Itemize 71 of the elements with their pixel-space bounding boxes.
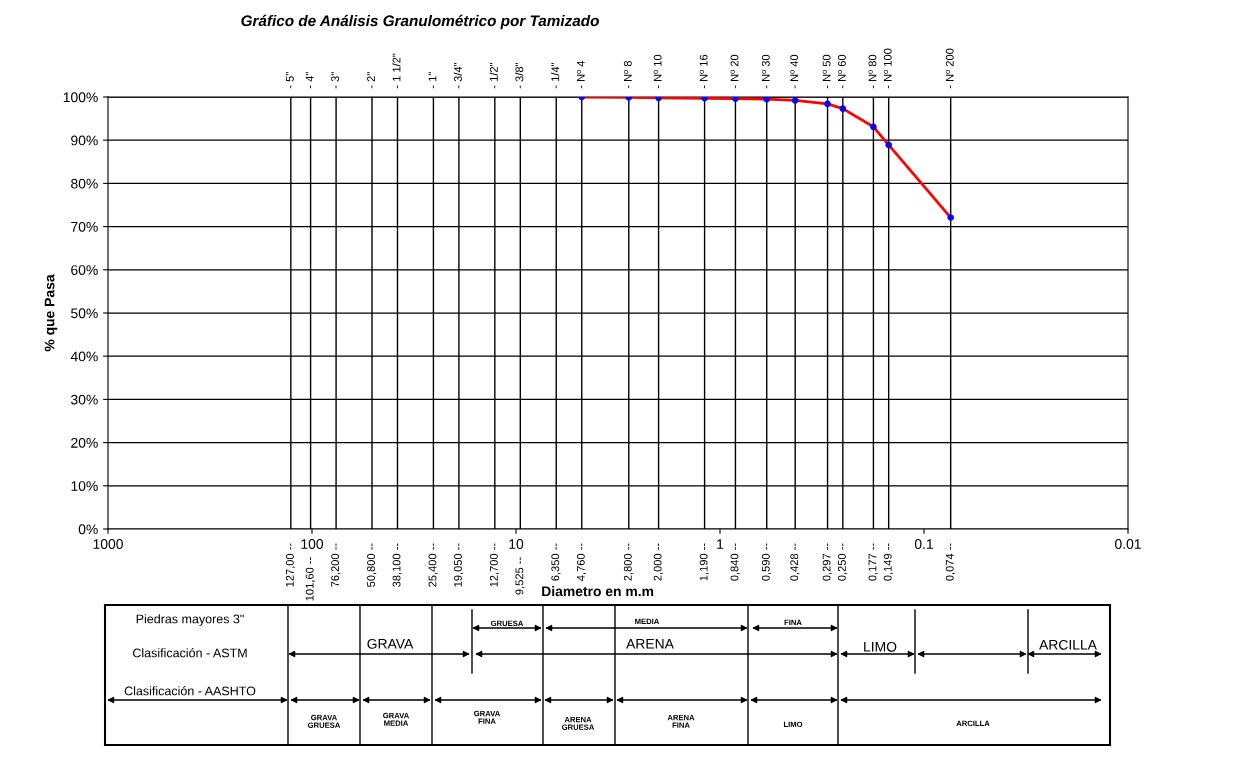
y-tick-label: 60% — [71, 265, 98, 275]
x-tick-label: 100 — [301, 539, 324, 549]
x-tick-label: 10 — [509, 539, 524, 549]
ref-line-label: 0,074 -- — [945, 543, 955, 581]
chart-title: Gráfico de Análisis Granulométrico por Tamizado — [241, 14, 599, 30]
y-tick-label: 70% — [71, 221, 98, 232]
y-tick-label: 50% — [71, 308, 98, 319]
annotation: - Nº 4 — [576, 60, 585, 89]
annotation: - Nº 200 — [945, 48, 954, 89]
x-axis-title: Diametro en m.m — [542, 586, 654, 597]
ref-line-label: 4,760 -- — [576, 543, 587, 581]
ref-line-label: 76,200 -- — [331, 543, 341, 587]
ref-line-label: 0,297 -- — [822, 543, 832, 581]
annotation: - 3/4" — [453, 62, 462, 89]
annotation: - Nº 8 — [623, 61, 632, 89]
annotation: - Nº 10 — [653, 54, 662, 89]
x-tick-label: 0.01 — [1115, 539, 1141, 549]
ref-line-label: 0,177 -- — [868, 543, 878, 581]
x-tick-label: 0.1 — [914, 539, 933, 549]
y-tick-label: 20% — [71, 437, 98, 448]
ref-line-label: 0,250 -- — [837, 543, 848, 581]
ref-line-label: 0,149 -- — [883, 543, 893, 581]
annotation: - Nº 40 — [790, 54, 799, 89]
ref-line-label: 9,525 -- — [515, 557, 525, 595]
ref-line-label: 1,190 -- — [699, 543, 709, 581]
annotation: - Nº 50 — [822, 54, 831, 89]
annotation: - 3/8" — [515, 62, 524, 89]
ref-line-label: 50,800 -- — [367, 543, 377, 587]
y-axis-title: % que Pasa — [44, 274, 58, 352]
annotation: - 1 1/2" — [392, 53, 401, 89]
ref-line-label: 38,100 -- — [392, 543, 402, 587]
ref-line-label: 127,00 -- — [285, 543, 296, 587]
text: Clasificación - ASTM — [132, 648, 247, 658]
y-tick-label: 100% — [63, 92, 98, 103]
text: ARENA — [626, 639, 674, 649]
annotation: - Nº 60 — [837, 54, 846, 89]
annotation: - 2" — [367, 72, 375, 89]
ref-line-label: 0,840 -- — [730, 543, 740, 581]
ref-line-label: 2,800 -- — [623, 543, 634, 581]
text: Piedras mayores 3" — [136, 614, 244, 626]
text: LIMO — [864, 641, 897, 652]
text: GRAVA — [367, 638, 414, 649]
annotation: - Nº 30 — [761, 54, 770, 89]
y-tick-label: 80% — [71, 178, 98, 189]
ref-line-label: 19,050 -- — [454, 543, 464, 587]
x-tick-label: 1000 — [93, 539, 123, 549]
annotation: - Nº 100 — [883, 48, 892, 89]
annotation: - 5" — [286, 72, 294, 89]
annotation: - Nº 80 — [868, 54, 877, 89]
y-tick-label: 10% — [71, 481, 98, 491]
ref-line-label: 25,400 -- — [428, 543, 438, 587]
annotation: - Nº 16 — [699, 54, 708, 89]
annotation: - 3" — [331, 72, 340, 89]
ref-line-label: 0,590 -- — [761, 543, 772, 581]
x-tick-label: 1 — [717, 539, 724, 549]
ref-line-label: 12,700 -- — [489, 543, 500, 587]
annotation: - Nº 20 — [730, 54, 739, 89]
ref-line-label: 6,350 -- — [551, 543, 561, 581]
text: ARCILLA — [1039, 639, 1097, 650]
y-tick-label: 30% — [71, 394, 98, 405]
y-tick-label: 90% — [71, 135, 98, 146]
text: Clasificación - AASHTO — [124, 686, 256, 696]
annotation: - 1/2" — [489, 62, 498, 89]
annotation: - 1/4" — [551, 62, 560, 89]
annotation: - 1" — [428, 72, 437, 89]
ref-line-label: 101,60 -- — [305, 557, 315, 601]
y-tick-label: 0% — [78, 524, 98, 535]
annotation: - 4" — [305, 72, 314, 89]
ref-line-label: 0,428 -- — [790, 543, 800, 581]
y-tick-label: 40% — [70, 351, 98, 362]
ref-line-label: 2,000 -- — [653, 543, 663, 581]
